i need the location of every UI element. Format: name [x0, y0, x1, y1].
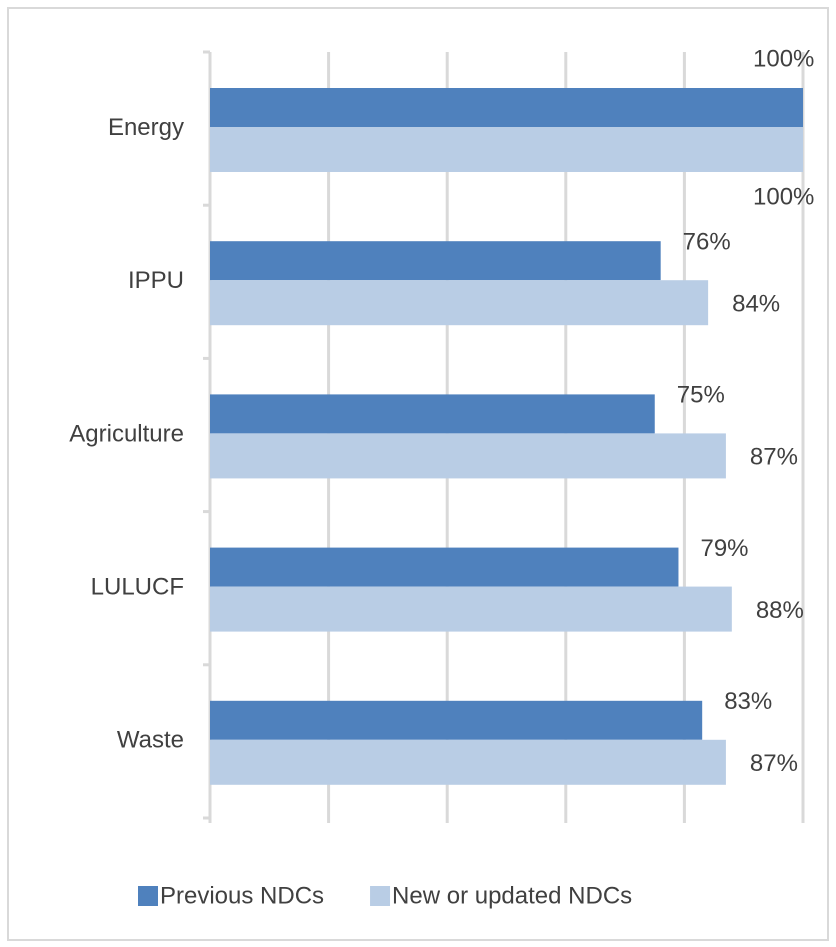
bar: [210, 433, 726, 479]
bar: [210, 700, 703, 740]
value-label: 87%: [750, 750, 798, 777]
value-label: 75%: [677, 382, 725, 409]
bar: [210, 586, 732, 632]
y-tick-label: Agriculture: [69, 420, 184, 447]
bar: [210, 127, 803, 172]
value-label: 100%: [753, 45, 814, 72]
value-label: 87%: [750, 444, 798, 471]
value-label: 76%: [683, 229, 731, 256]
y-tick-label: Energy: [108, 114, 184, 141]
value-label: 79%: [700, 535, 748, 562]
bar: [210, 88, 803, 127]
bar: [210, 280, 709, 326]
y-tick-label: Waste: [117, 727, 184, 754]
value-label: 83%: [724, 688, 772, 715]
value-label: 100%: [753, 183, 814, 210]
bar: [210, 739, 726, 785]
y-tick-label: LULUCF: [91, 574, 184, 601]
legend-label: Previous NDCs: [160, 882, 324, 909]
bar: [210, 394, 655, 434]
legend-label: New or updated NDCs: [392, 882, 632, 909]
bar: [210, 547, 679, 587]
bar: [210, 241, 661, 281]
legend-swatch: [138, 886, 158, 906]
y-tick-label: IPPU: [128, 267, 184, 294]
legend-swatch: [370, 886, 391, 906]
value-label: 88%: [756, 597, 804, 624]
value-label: 84%: [732, 291, 780, 318]
